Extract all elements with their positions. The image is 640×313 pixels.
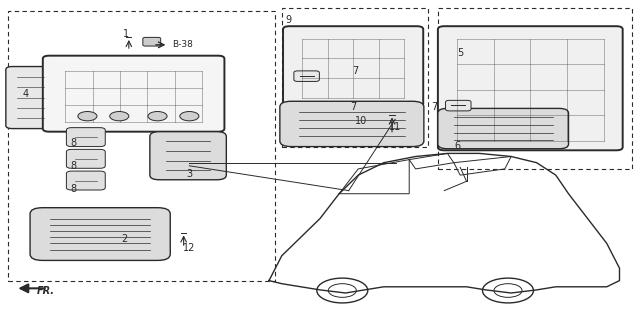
Text: 11: 11 xyxy=(389,122,401,132)
FancyBboxPatch shape xyxy=(143,37,161,46)
Circle shape xyxy=(78,111,97,121)
FancyBboxPatch shape xyxy=(67,128,105,146)
Text: 2: 2 xyxy=(121,234,127,244)
Text: FR.: FR. xyxy=(36,285,54,295)
Text: B-38: B-38 xyxy=(172,40,193,49)
Bar xyxy=(282,8,428,147)
Text: 7: 7 xyxy=(352,66,358,76)
Text: 7: 7 xyxy=(350,102,356,112)
Text: 12: 12 xyxy=(183,243,196,253)
Circle shape xyxy=(180,111,199,121)
Text: 3: 3 xyxy=(186,169,193,178)
Text: 8: 8 xyxy=(70,161,76,171)
FancyBboxPatch shape xyxy=(67,149,105,168)
Text: 4: 4 xyxy=(22,90,29,100)
FancyBboxPatch shape xyxy=(30,208,170,260)
FancyBboxPatch shape xyxy=(67,171,105,190)
Bar xyxy=(8,11,275,280)
Text: 8: 8 xyxy=(70,137,76,147)
FancyBboxPatch shape xyxy=(43,56,225,132)
FancyBboxPatch shape xyxy=(283,26,423,107)
Text: 9: 9 xyxy=(285,15,291,25)
Bar xyxy=(438,8,632,169)
Text: 1: 1 xyxy=(123,29,129,39)
FancyBboxPatch shape xyxy=(294,71,319,81)
Circle shape xyxy=(109,111,129,121)
Text: 6: 6 xyxy=(454,141,460,151)
Text: 5: 5 xyxy=(457,48,463,58)
FancyBboxPatch shape xyxy=(6,67,56,129)
Text: 10: 10 xyxy=(355,116,367,126)
Circle shape xyxy=(148,111,167,121)
Text: 8: 8 xyxy=(70,184,76,194)
FancyBboxPatch shape xyxy=(150,132,227,180)
FancyBboxPatch shape xyxy=(438,26,623,150)
FancyBboxPatch shape xyxy=(445,100,471,111)
FancyBboxPatch shape xyxy=(438,108,568,149)
Text: 7: 7 xyxy=(431,102,438,112)
FancyBboxPatch shape xyxy=(280,101,424,146)
